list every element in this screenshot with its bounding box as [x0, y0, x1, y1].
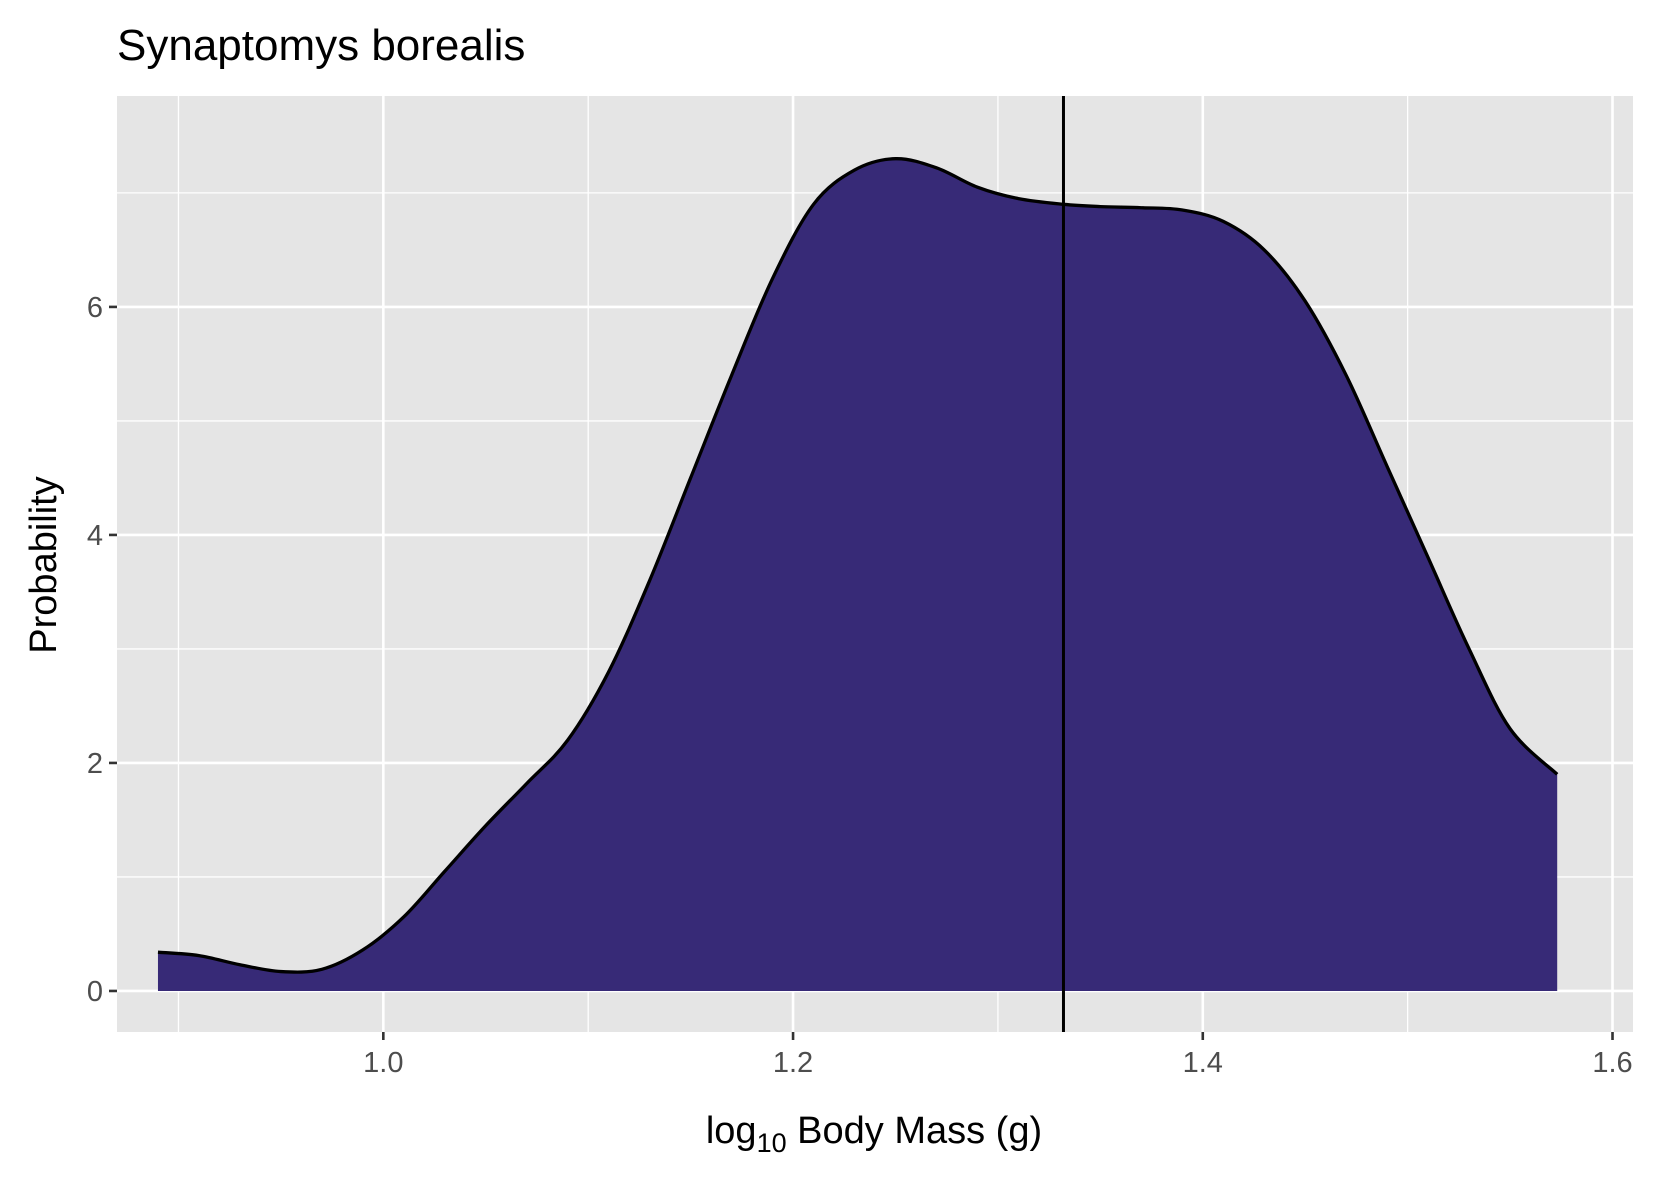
x-axis-title-rest: Body Mass (g) [787, 1110, 1043, 1152]
plot-panel [117, 96, 1633, 1032]
y-axis-title: Probability [23, 476, 65, 653]
y-tick-label: 2 [87, 748, 103, 780]
x-tick-label: 1.0 [363, 1047, 403, 1079]
x-tick-label: 1.4 [1183, 1047, 1223, 1079]
density-area [157, 158, 1558, 991]
density-curve [157, 157, 1559, 974]
x-tick-label: 1.6 [1592, 1047, 1632, 1079]
x-tick-label: 1.2 [773, 1047, 813, 1079]
y-tick-label: 4 [87, 520, 103, 552]
x-axis: 1.0 1.2 1.4 1.6 [363, 1032, 1633, 1079]
y-tick-label: 0 [87, 976, 103, 1008]
x-axis-title-log: log [706, 1110, 757, 1152]
y-axis: 0 2 4 6 [87, 292, 117, 1008]
x-axis-title: log10 Body Mass (g) [706, 1110, 1042, 1158]
x-axis-title-subscript: 10 [757, 1128, 787, 1158]
chart-title: Synaptomys borealis [117, 21, 525, 70]
y-tick-label: 6 [87, 292, 103, 324]
